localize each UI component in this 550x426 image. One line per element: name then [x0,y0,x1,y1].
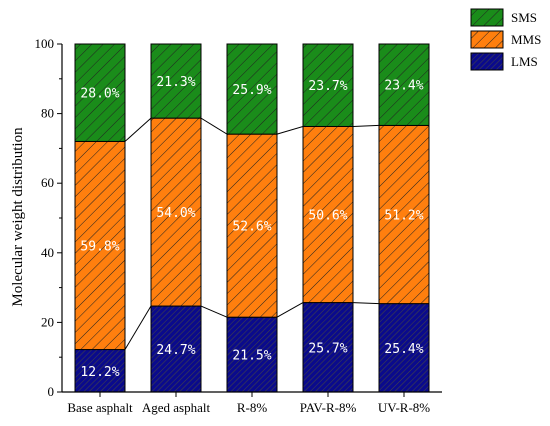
legend: SMS MMS LMS [470,8,541,71]
connector-line-1-1 [200,305,228,318]
legend-label-sms: SMS [511,10,537,25]
connector-line-2-2 [276,125,304,135]
data-label-sms-1: 21.3% [156,75,195,90]
connector-line-2-3 [352,124,380,127]
connector-line-1-3 [352,302,380,305]
legend-swatch-mms [470,30,504,49]
bar-sms-3 [302,43,354,127]
axes: 0 20 40 60 80 100 Base asphalt Aged asphalt R-8%… [35,36,442,415]
bar-lms-1 [150,305,202,393]
legend-swatch-lms [470,52,504,71]
y-axis-title: Molecular weight distribution [10,127,26,307]
y-tick-label-60: 60 [41,175,54,190]
data-label-lms-3: 25.7% [308,341,347,356]
legend-label-mms: MMS [511,32,541,47]
plot-area [74,43,430,393]
data-label-mms-2: 52.6% [232,220,271,235]
bar-mms-1 [150,117,202,307]
connector-line-2-1 [200,117,228,135]
data-label-sms-4: 23.4% [384,79,423,94]
x-tick-label-4: UV-R-8% [378,400,430,415]
data-label-sms-2: 25.9% [232,83,271,98]
data-label-mms-0: 59.8% [80,239,119,254]
bar-mms-3 [302,125,354,304]
y-tick-label-20: 20 [41,314,54,329]
data-label-sms-0: 28.0% [80,87,119,102]
x-tick-label-2: R-8% [237,400,268,415]
data-label-lms-0: 12.2% [80,365,119,380]
data-label-sms-3: 23.7% [308,79,347,94]
y-tick-label-80: 80 [41,106,54,121]
bar-sms-4 [378,43,430,126]
y-tick-label-100: 100 [35,36,55,51]
bar-sms-1 [150,43,202,119]
data-label-lms-4: 25.4% [384,342,423,357]
data-label-lms-1: 24.7% [156,343,195,358]
bar-mms-0 [74,140,126,351]
bar-lms-0 [74,349,126,393]
legend-swatch-sms [470,8,504,27]
bar-mms-2 [226,133,278,318]
bar-lms-3 [302,302,354,393]
x-tick-label-3: PAV-R-8% [300,400,357,415]
connector-line-1-2 [276,302,304,318]
connector-line-1-0 [124,305,152,350]
bar-sms-2 [226,43,278,135]
data-labels: 12.2% 59.8% 28.0% 24.7% 54.0% 21.3% 21.5% 52.6%… [80,75,423,380]
legend-label-lms: LMS [511,54,538,69]
y-tick-label-40: 40 [41,245,54,260]
data-label-lms-2: 21.5% [232,349,271,364]
y-tick-label-0: 0 [48,384,55,399]
x-tick-label-1: Aged asphalt [142,400,211,415]
connector-line-2-0 [124,117,152,142]
bar-sms-0 [74,43,126,142]
data-label-mms-4: 51.2% [384,209,423,224]
data-label-mms-3: 50.6% [308,209,347,224]
data-label-mms-1: 54.0% [156,206,195,221]
x-tick-label-0: Base asphalt [67,400,133,415]
